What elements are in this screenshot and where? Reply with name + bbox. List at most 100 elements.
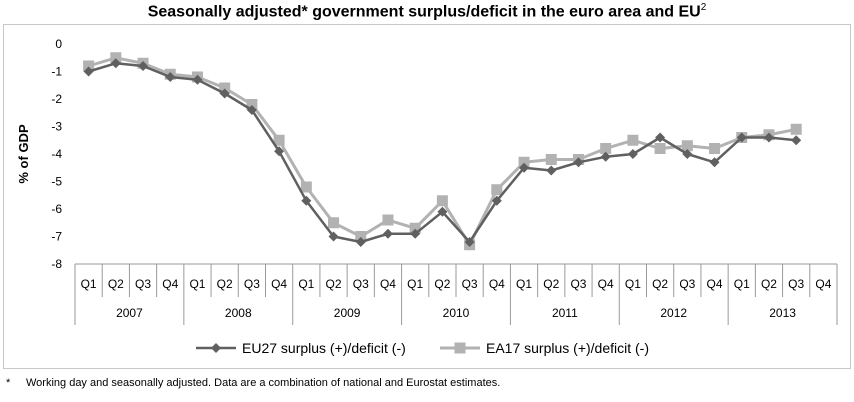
data-point-eu27 <box>736 132 747 143</box>
data-point-eu27 <box>192 74 203 85</box>
data-point-ea17 <box>83 60 95 72</box>
data-point-ea17 <box>790 123 802 135</box>
data-point-eu27 <box>682 149 693 159</box>
y-axis-label: % of GDP <box>16 124 31 184</box>
data-point-ea17 <box>300 181 312 193</box>
y-tick-label: 0 <box>55 37 62 51</box>
series-line-ea17 <box>88 56 797 247</box>
quarter-tick-label: Q2 <box>326 277 342 291</box>
data-point-ea17 <box>654 143 666 154</box>
data-point-eu27 <box>791 135 802 146</box>
data-point-eu27 <box>355 237 366 247</box>
chart-title: Seasonally adjusted* government surplus/… <box>0 2 854 21</box>
y-tick-label: -2 <box>51 92 62 106</box>
quarter-tick-label: Q4 <box>815 277 831 291</box>
quarter-tick-label: Q4 <box>162 277 178 291</box>
quarter-tick-label: Q2 <box>543 277 559 291</box>
quarter-tick-label: Q4 <box>707 277 723 291</box>
data-point-eu27 <box>110 58 121 69</box>
data-point-ea17 <box>355 231 367 242</box>
y-tick-label: -4 <box>51 147 62 161</box>
data-point-eu27 <box>246 105 257 115</box>
y-tick-label: -7 <box>51 230 62 244</box>
data-point-eu27 <box>219 88 230 99</box>
data-point-eu27 <box>763 132 774 143</box>
year-tick-label: 2008 <box>225 306 252 320</box>
data-point-eu27 <box>655 132 666 143</box>
data-point-ea17 <box>409 222 421 234</box>
year-tick-label: 2009 <box>334 306 361 320</box>
quarter-tick-label: Q1 <box>516 277 532 291</box>
y-tick-label: -5 <box>51 175 62 189</box>
data-point-eu27 <box>138 61 149 71</box>
quarter-tick-label: Q3 <box>462 277 478 291</box>
quarter-tick-label: Q1 <box>734 277 750 291</box>
data-point-eu27 <box>165 72 176 82</box>
quarter-tick-label: Q4 <box>271 277 287 291</box>
y-tick-label: -8 <box>51 257 62 271</box>
footnote-text: Working day and seasonally adjusted. Dat… <box>26 377 501 389</box>
data-point-ea17 <box>246 99 258 110</box>
y-tick-label: -6 <box>51 202 62 216</box>
data-point-eu27 <box>328 231 339 242</box>
year-tick-label: 2010 <box>443 306 470 320</box>
data-point-eu27 <box>519 162 530 173</box>
data-point-ea17 <box>382 214 394 226</box>
data-point-eu27 <box>464 237 475 247</box>
data-point-eu27 <box>83 66 94 77</box>
quarter-tick-label: Q4 <box>380 277 396 291</box>
footnote: * Working day and seasonally adjusted. Da… <box>6 377 500 389</box>
data-point-eu27 <box>600 151 611 162</box>
quarter-tick-label: Q1 <box>407 277 423 291</box>
quarter-tick-label: Q1 <box>81 277 97 291</box>
quarter-tick-label: Q2 <box>108 277 124 291</box>
quarter-tick-label: Q2 <box>217 277 233 291</box>
legend-label-ea17: EA17 surplus (+)/deficit (-) <box>486 340 649 356</box>
quarter-tick-label: Q3 <box>570 277 586 291</box>
quarter-tick-label: Q3 <box>353 277 369 291</box>
y-tick-label: -1 <box>51 65 62 79</box>
data-point-eu27 <box>301 195 312 206</box>
chart-title-text: Seasonally adjusted* government surplus/… <box>147 3 701 21</box>
data-point-ea17 <box>518 156 530 168</box>
quarter-tick-label: Q4 <box>489 277 505 291</box>
quarter-tick-label: Q2 <box>434 277 450 291</box>
data-point-eu27 <box>274 146 285 157</box>
quarter-tick-label: Q3 <box>244 277 260 291</box>
data-point-eu27 <box>437 206 448 217</box>
data-point-eu27 <box>491 195 502 206</box>
chart-frame <box>3 24 851 369</box>
y-tick-label: -3 <box>51 120 62 134</box>
data-point-ea17 <box>491 184 503 196</box>
data-point-ea17 <box>436 195 448 207</box>
data-point-ea17 <box>600 143 612 154</box>
quarter-tick-label: Q3 <box>788 277 804 291</box>
data-point-ea17 <box>328 217 340 229</box>
legend-marker-ea17 <box>454 342 466 354</box>
data-point-eu27 <box>709 157 720 168</box>
data-point-ea17 <box>709 143 721 154</box>
quarter-tick-label: Q1 <box>625 277 641 291</box>
year-tick-label: 2012 <box>660 306 687 320</box>
data-point-ea17 <box>219 82 231 94</box>
quarter-tick-label: Q3 <box>135 277 151 291</box>
data-point-eu27 <box>382 228 393 239</box>
year-tick-label: 2007 <box>116 306 143 320</box>
chart-title-superscript: 2 <box>700 2 707 13</box>
data-point-eu27 <box>627 149 638 159</box>
data-point-ea17 <box>110 52 122 64</box>
legend-marker-eu27 <box>211 343 221 353</box>
year-tick-label: 2011 <box>552 306 578 320</box>
quarter-tick-label: Q3 <box>679 277 695 291</box>
data-point-ea17 <box>545 154 557 165</box>
data-point-ea17 <box>273 134 285 146</box>
quarter-tick-label: Q1 <box>298 277 314 291</box>
footnote-marker: * <box>6 377 11 389</box>
quarter-tick-label: Q4 <box>598 277 614 291</box>
data-point-ea17 <box>681 140 693 152</box>
data-point-eu27 <box>573 157 584 168</box>
data-point-eu27 <box>410 228 421 239</box>
data-point-ea17 <box>627 134 639 146</box>
quarter-tick-label: Q1 <box>189 277 205 291</box>
